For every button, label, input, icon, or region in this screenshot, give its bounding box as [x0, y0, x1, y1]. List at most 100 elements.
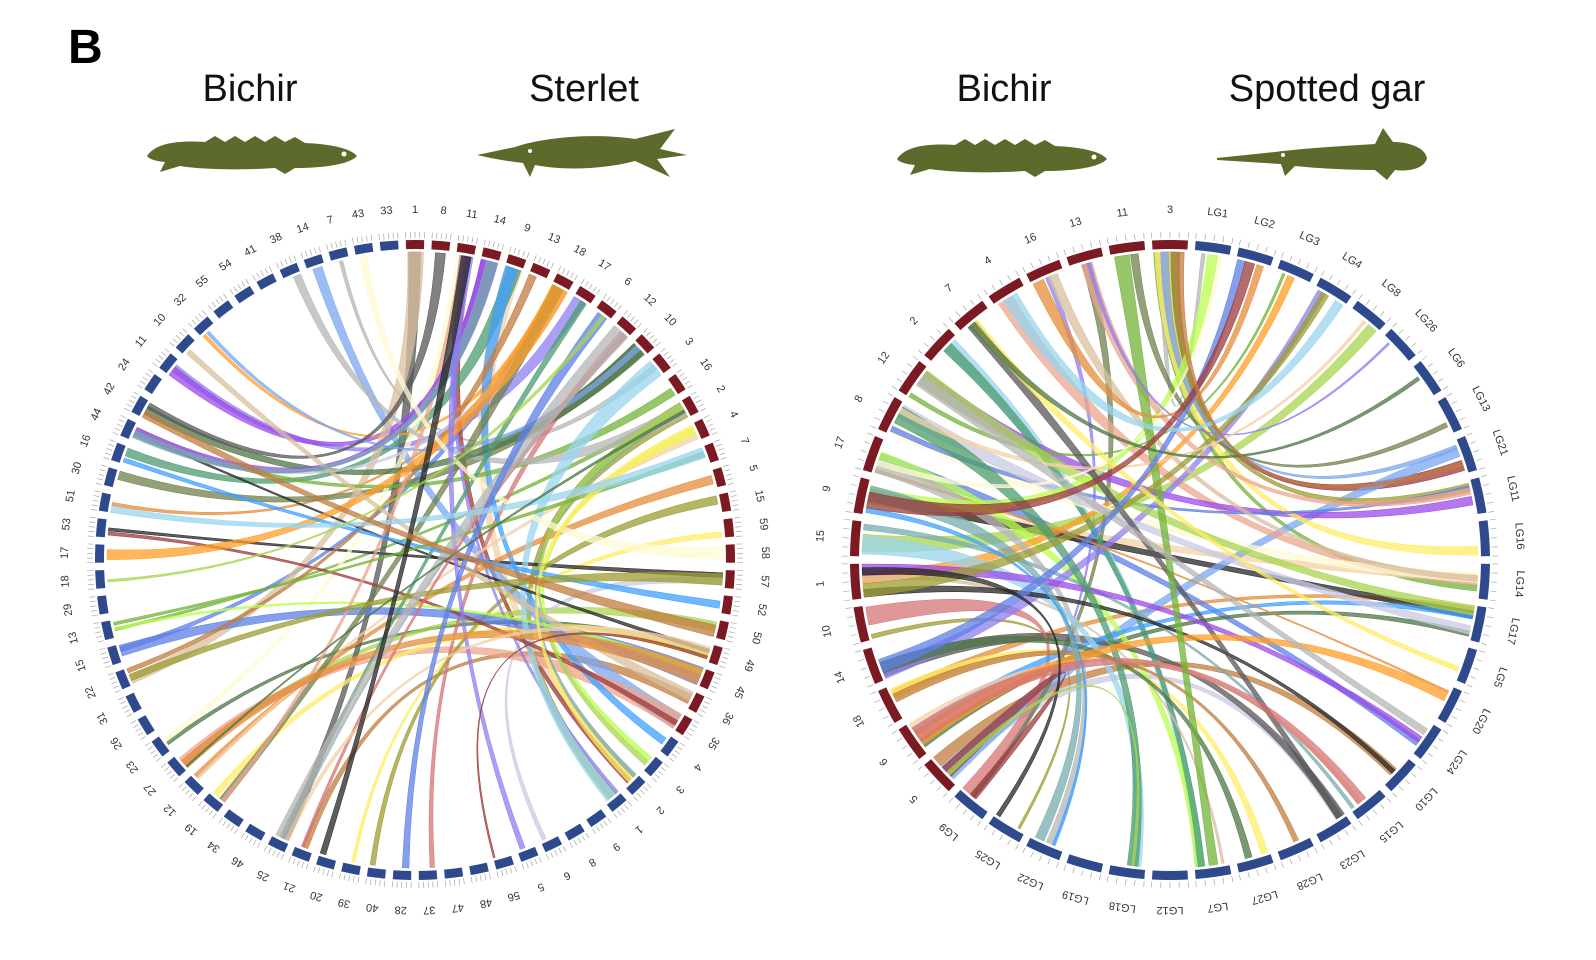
tick-mark: [124, 407, 130, 412]
tick-mark: [891, 385, 898, 390]
tick-mark: [348, 875, 351, 882]
chromosome-arc: [530, 262, 551, 279]
chromosome-ticks: [735, 570, 743, 590]
tick-mark: [331, 871, 334, 878]
chromosome-ticks: [339, 873, 360, 884]
tick-mark: [139, 380, 146, 385]
chromosome-arc: [1194, 241, 1232, 255]
tick-mark: [322, 868, 325, 875]
chromosome-label: 50: [749, 631, 763, 646]
tick-mark: [1344, 284, 1349, 290]
tick-mark: [533, 255, 537, 261]
chromosome-arc: [694, 418, 710, 440]
tick-mark: [130, 720, 137, 724]
tick-mark: [606, 296, 611, 302]
chromosome-arc: [878, 687, 903, 723]
chromosome-ticks: [365, 878, 386, 887]
chromosome-arc: [721, 595, 733, 615]
chromosome-ticks: [1195, 233, 1234, 245]
chromosome-arc: [853, 606, 870, 643]
tick-mark: [845, 607, 852, 609]
chromosome-ticks: [378, 232, 399, 240]
tick-mark: [104, 452, 111, 456]
tick-mark: [1405, 335, 1410, 341]
tick-mark: [538, 256, 542, 263]
species-title-sterlet: Sterlet: [529, 68, 639, 110]
chromosome-ticks: [1481, 607, 1495, 645]
tick-mark: [90, 610, 98, 612]
tick-mark: [97, 478, 104, 481]
chromosome-ticks: [1422, 730, 1449, 765]
tick-mark: [538, 856, 542, 863]
chromosome-label: 15: [752, 489, 766, 503]
tick-mark: [237, 283, 242, 290]
tick-mark: [546, 260, 550, 267]
tick-mark: [383, 233, 385, 240]
tick-mark: [366, 235, 368, 242]
tick-mark: [142, 376, 148, 381]
chromosome-label: LG20: [1469, 706, 1492, 735]
tick-mark: [378, 233, 380, 240]
tick-mark: [140, 736, 146, 740]
tick-mark: [457, 234, 460, 241]
chromosome-arc: [379, 240, 399, 251]
chromosome-label: 3: [1167, 204, 1173, 216]
chromosome-ticks: [457, 234, 478, 244]
tick-mark: [99, 469, 106, 472]
chromosome-label: 2: [654, 804, 667, 817]
tick-mark: [343, 874, 346, 881]
chromosome-arc: [431, 240, 451, 251]
chromosome-arc: [1026, 837, 1063, 861]
chromosome-label: 18: [59, 575, 72, 588]
tick-mark: [714, 439, 721, 443]
chromosome-ticks: [300, 246, 321, 259]
chromosome-arc: [988, 816, 1024, 843]
tick-mark: [1432, 745, 1439, 750]
chromosome-ticks: [1358, 294, 1392, 323]
tick-mark: [1485, 625, 1492, 628]
tick-mark: [152, 362, 158, 367]
tick-mark: [1030, 851, 1034, 858]
tick-mark: [706, 696, 712, 701]
tick-mark: [248, 837, 253, 844]
tick-mark: [100, 464, 107, 467]
chromosome-arc: [668, 373, 686, 395]
chromosome-ticks: [1238, 864, 1277, 881]
chromosome-arc: [644, 756, 663, 777]
chromosome-label: 19: [183, 821, 200, 838]
chromosome-ticks: [546, 845, 567, 860]
chromosome-label: LG11: [1504, 475, 1521, 503]
tick-mark: [147, 746, 153, 751]
chromosome-ticks: [112, 414, 127, 436]
tick-mark: [930, 779, 935, 785]
synteny-ribbon: [862, 291, 1330, 598]
tick-mark: [93, 495, 100, 497]
tick-mark: [365, 878, 367, 885]
chromosome-ticks: [1063, 864, 1102, 881]
chromosome-label: 10: [820, 624, 834, 638]
tick-mark: [241, 281, 246, 287]
tick-mark: [864, 676, 870, 679]
chromosome-ticks: [137, 369, 154, 389]
tick-mark: [1398, 786, 1404, 791]
tick-mark: [103, 661, 110, 664]
chromosome-ticks: [870, 392, 894, 429]
tick-mark: [166, 770, 172, 776]
tick-mark: [1204, 233, 1206, 240]
tick-mark: [714, 677, 721, 680]
chromosome-arc: [167, 756, 186, 777]
tick-mark: [1314, 266, 1318, 273]
chromosome-arc: [341, 862, 361, 876]
tick-mark: [546, 853, 550, 860]
tick-mark: [155, 757, 162, 762]
chromosome-label: LG16: [1512, 522, 1526, 550]
tick-mark: [260, 270, 264, 276]
tick-mark: [263, 845, 268, 852]
tick-mark: [128, 399, 135, 404]
synteny-ribbon: [1080, 261, 1472, 507]
synteny-ribbon: [206, 330, 641, 452]
tick-mark: [470, 877, 473, 884]
tick-mark: [857, 458, 864, 462]
tick-mark: [1134, 233, 1136, 240]
tick-mark: [1273, 864, 1277, 871]
